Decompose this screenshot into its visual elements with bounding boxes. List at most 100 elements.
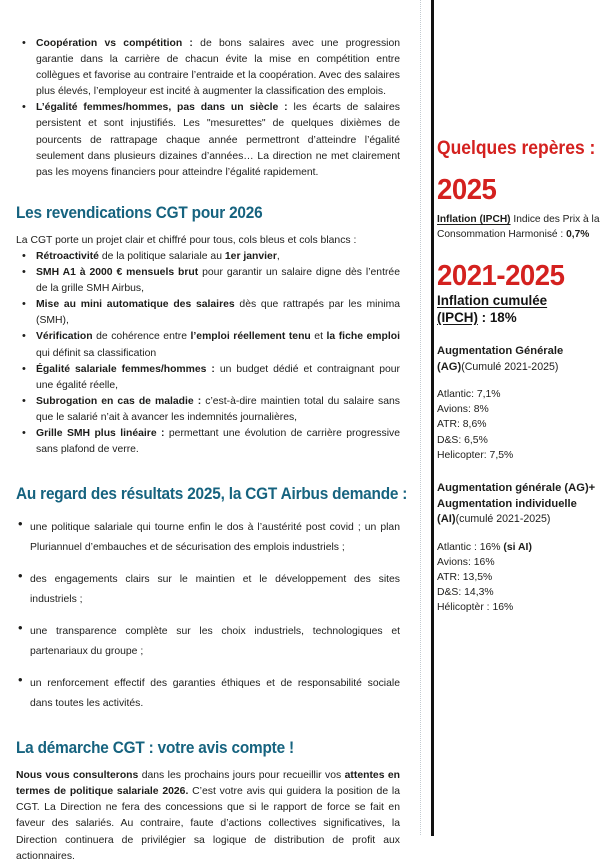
spacer <box>437 326 605 344</box>
list-item: L’égalité femmes/hommes, pas dans un siè… <box>16 99 400 180</box>
inflation-desc: Indice des Prix à la Consommation Harmon… <box>437 214 600 240</box>
inflation-2025-note: Inflation (IPCH) Indice des Prix à la Co… <box>437 212 605 242</box>
list-item: un renforcement effectif des garanties é… <box>16 670 400 714</box>
ag-title-line1: Augmentation Générale <box>437 345 564 357</box>
left-content-column: Coopération vs compétition : de bons sal… <box>0 0 418 865</box>
list-item: une politique salariale qui tourne enfin… <box>16 514 400 558</box>
year-range-heading: 2021-2025 <box>437 260 565 292</box>
demarche-paragraph: Nous vous consulterons dans les prochain… <box>16 768 400 865</box>
bullet-mid: de cohérence entre <box>92 331 191 343</box>
spacer <box>16 181 400 203</box>
bullet-lead-2: 1er janvier <box>224 250 277 262</box>
bullet-lead: Égalité salariale femmes/hommes : <box>36 363 215 375</box>
list-item: une transparence complète sur les choix … <box>16 618 400 662</box>
bullet-lead: Grille SMH plus linéaire : <box>36 427 165 439</box>
list-item: des engagements clairs sur le maintien e… <box>16 566 400 610</box>
section-heading-revendications: Les revendications CGT pour 2026 <box>16 203 263 222</box>
bullet-lead: Coopération vs compétition : <box>36 38 193 49</box>
ag-block-title: Augmentation Générale (AG)(Cumulé 2021-20… <box>437 344 605 375</box>
list-item: SMH A1 à 2000 € mensuels brut pour garan… <box>16 264 400 297</box>
list-item: D&S: 14,3% <box>437 587 494 599</box>
bullet-tail: , <box>276 250 280 262</box>
inflation-cumulee-line2: (IPCH) <box>437 310 478 325</box>
agai-title-line1: Augmentation générale (AG)+ <box>437 482 596 495</box>
bullet-mid: c’est-à-dire maintien total du salaire s… <box>36 395 400 423</box>
agai-row-text: Atlantic : 16% <box>437 541 504 553</box>
inflation-cumulee-heading: Inflation cumulée (IPCH) : 18% <box>437 292 605 326</box>
bullet-mid: permettant une évolution de carrière pro… <box>36 427 400 456</box>
revendications-intro: La CGT porte un projet clair et chiffré … <box>16 234 357 246</box>
bullet-tail-2: qui définit sa classification <box>36 347 157 359</box>
bullet-mid: de la politique salariale au <box>98 250 225 262</box>
bullet-lead: Vérification <box>36 331 93 343</box>
spacer <box>437 375 605 387</box>
list-item: Rétroactivité de la politique salariale … <box>16 248 400 265</box>
ag-title-abbrev: (AG) <box>437 360 462 373</box>
list-item: D&S: 6,5% <box>437 434 488 446</box>
agai-title-abbrev: (AI) <box>437 513 456 526</box>
section-heading-demandes: Au regard des résultats 2025, la CGT Air… <box>16 485 408 504</box>
demarche-rest: C’est votre avis qui guidera la position… <box>16 786 401 862</box>
demarche-mid: dans les prochains jours pour recueillir… <box>138 770 345 782</box>
spacer <box>437 463 605 481</box>
bullet-lead-2: l’emploi réellement tenu <box>190 331 311 343</box>
list-item: Avions: 8% <box>437 404 489 416</box>
spacer <box>16 223 400 233</box>
bullet-mid: pour garantir un salaire digne dès l’ent… <box>36 267 400 295</box>
spacer <box>437 242 605 260</box>
spacer <box>16 458 400 484</box>
dotted-column-divider <box>420 0 422 835</box>
spacer <box>16 726 400 738</box>
bullet-body: les écarts de salaires persistent et son… <box>36 102 400 178</box>
list-item: ATR: 8,6% <box>437 419 487 431</box>
bullet-lead: SMH A1 à 2000 € mensuels brut <box>36 267 199 279</box>
intro-bullet-list: Coopération vs compétition : de bons sal… <box>16 35 400 181</box>
inflation-value: 0,7% <box>566 229 590 240</box>
list-item: Coopération vs compétition : de bons sal… <box>16 35 400 100</box>
bullet-body: de bons salaires avec une progression ga… <box>36 38 400 98</box>
list-item: Avions: 16% <box>437 556 495 568</box>
revendications-bullet-list: Rétroactivité de la politique salariale … <box>16 248 401 458</box>
spacer <box>16 758 400 768</box>
list-item: ATR: 13,5% <box>437 571 493 583</box>
ag-title-period: (Cumulé 2021-2025) <box>461 360 559 373</box>
bullet-lead: L’égalité femmes/hommes, pas dans un siè… <box>36 102 288 114</box>
bullet-lead: Mise au mini automatique des salaires <box>36 299 235 311</box>
demandes-bullet-list: une politique salariale qui tourne enfin… <box>16 514 400 714</box>
list-item: Mise au mini automatique des salaires dè… <box>16 296 401 329</box>
list-item: Vérification de cohérence entre l’emploi… <box>16 328 400 361</box>
list-item: Subrogation en cas de maladie : c’est-à-… <box>16 393 400 426</box>
ag-values-list: Atlantic: 7,1% Avions: 8% ATR: 8,6% D&S:… <box>437 387 605 463</box>
sidebar-title: Quelques repères : <box>437 138 596 159</box>
agai-block-title: Augmentation générale (AG)+ Augmentation … <box>437 481 605 528</box>
demarche-lead-2: attentes en termes de politique salarial… <box>16 770 401 798</box>
list-item: Grille SMH plus linéaire : permettant un… <box>16 425 400 458</box>
list-item: Atlantic : 16% (si AI) <box>437 540 605 555</box>
inflation-label: Inflation (IPCH) <box>437 214 511 225</box>
bullet-lead: Subrogation en cas de maladie : <box>36 395 202 407</box>
agai-row-note: (si AI) <box>503 541 532 553</box>
inflation-cumulee-value: : 18% <box>477 310 517 325</box>
agai-title-line2: Augmentation individuelle <box>437 497 577 510</box>
spacer <box>16 504 400 518</box>
inflation-cumulee-line1: Inflation cumulée <box>437 293 548 308</box>
sidebar-reperes: Quelques repères : 2025 Inflation (IPCH)… <box>437 0 613 616</box>
solid-column-divider <box>431 0 434 836</box>
section-heading-demarche: La démarche CGT : votre avis compte ! <box>16 739 294 758</box>
spacer <box>437 528 605 540</box>
bullet-mid: dès que rattrapés par les minima (SMH), <box>36 299 401 327</box>
bullet-lead-3: la fiche emploi <box>326 331 400 343</box>
list-item: Égalité salariale femmes/hommes : un bud… <box>16 361 400 394</box>
spacer <box>437 160 605 174</box>
bullet-tail: et <box>310 331 327 343</box>
demarche-lead: Nous vous consulterons <box>16 770 139 782</box>
agai-values-list: Atlantic : 16% (si AI) Avions: 16% ATR: … <box>437 540 605 616</box>
list-item: Helicopter: 7,5% <box>437 449 514 461</box>
bullet-mid: un budget dédié et contraignant pour une… <box>36 363 400 391</box>
bullet-lead: Rétroactivité <box>36 250 99 262</box>
list-item: Atlantic: 7,1% <box>437 389 501 400</box>
year-2025-heading: 2025 <box>437 174 497 206</box>
agai-title-period: (cumulé 2021-2025) <box>455 513 551 526</box>
list-item: Hélicoptèr : 16% <box>437 602 514 614</box>
